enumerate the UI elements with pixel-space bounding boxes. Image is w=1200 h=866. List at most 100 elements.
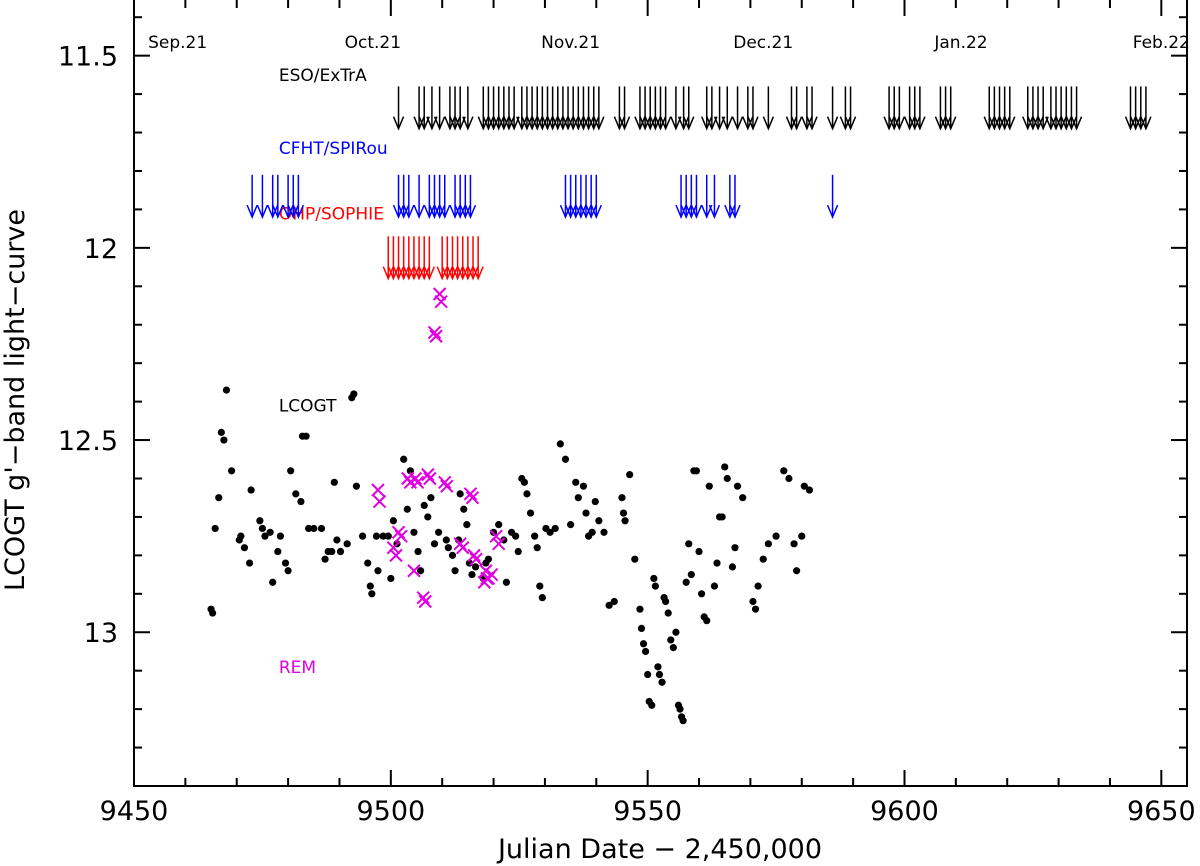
lcogt-point xyxy=(448,551,457,559)
arrow-marker xyxy=(272,174,284,220)
arrow-marker xyxy=(546,86,559,131)
lcogt-point xyxy=(713,559,721,567)
arrow-marker xyxy=(1140,86,1152,131)
lcogt-point xyxy=(664,609,672,617)
lcogt-point xyxy=(662,597,670,606)
lcogt-point xyxy=(420,501,428,509)
lcogt-point xyxy=(424,513,432,521)
arrow-marker xyxy=(590,174,602,220)
rem-point xyxy=(434,294,448,309)
lcogt-point xyxy=(317,524,326,533)
data-marks xyxy=(207,86,1152,725)
rem-point xyxy=(372,494,387,509)
arrow-marker xyxy=(498,86,510,131)
lcogt-point xyxy=(302,432,310,440)
x-axis-label: Julian Date − 2,450,000 xyxy=(496,834,822,865)
arrow-marker xyxy=(287,174,299,220)
arrow-marker xyxy=(639,86,651,131)
arrow-marker xyxy=(423,174,436,220)
lcogt-point xyxy=(723,474,731,483)
lcogt-point xyxy=(651,582,659,590)
lcogt-point xyxy=(695,547,703,556)
lcogt-point xyxy=(793,567,801,575)
arrow-marker xyxy=(572,86,585,131)
arrow-marker xyxy=(536,86,549,131)
arrow-marker xyxy=(1022,86,1034,131)
lcogt-point xyxy=(471,563,480,571)
arrow-marker xyxy=(613,86,626,131)
arrow-marker xyxy=(659,86,672,131)
arrow-marker xyxy=(593,86,605,131)
arrow-marker xyxy=(418,236,430,281)
arrow-marker xyxy=(531,86,543,131)
arrow-marker xyxy=(747,86,759,131)
lcogt-point xyxy=(274,547,282,556)
arrow-marker xyxy=(436,236,448,281)
lcogt-point xyxy=(406,467,414,475)
lcogt-point xyxy=(284,567,292,575)
arrow-marker xyxy=(413,86,425,131)
lcogt-point xyxy=(330,478,338,486)
arrow-marker xyxy=(462,86,474,131)
arrow-marker xyxy=(1055,86,1067,131)
lcogt-point xyxy=(456,490,464,498)
lcogt-point xyxy=(430,540,439,548)
arrow-marker xyxy=(998,86,1011,131)
arrow-marker xyxy=(914,86,926,131)
lcogt-point xyxy=(328,547,336,556)
arrow-marker xyxy=(888,86,900,131)
lcogt-point xyxy=(639,640,648,648)
lcogt-point xyxy=(523,490,531,498)
lcogt-point xyxy=(644,670,652,679)
arrow-marker xyxy=(467,236,479,281)
lcogt-point xyxy=(676,705,684,713)
arrow-marker xyxy=(1060,86,1072,131)
lcogt-point xyxy=(366,582,374,590)
lcogt-point xyxy=(258,524,267,533)
lcogt-point xyxy=(600,528,608,536)
arrow-marker xyxy=(634,86,646,131)
lcogt-point xyxy=(637,624,646,633)
arrow-marker xyxy=(392,236,405,281)
rem-point xyxy=(438,475,452,490)
arrow-marker xyxy=(487,86,500,131)
lcogt-point xyxy=(669,644,677,652)
arrow-marker xyxy=(582,86,595,131)
lcogt-point xyxy=(749,597,757,606)
arrow-marker xyxy=(454,86,466,131)
lcogt-point xyxy=(266,528,274,536)
lcogt-point xyxy=(343,540,351,548)
arrow-marker xyxy=(552,86,564,131)
lcogt-point xyxy=(526,509,535,517)
lcogt-point xyxy=(621,517,629,525)
arrow-marker xyxy=(397,174,410,220)
lcogt-point xyxy=(703,617,711,625)
lcogt-point xyxy=(631,555,639,563)
arrow-marker xyxy=(521,86,533,131)
lcogt-point xyxy=(574,494,582,502)
arrow-marker xyxy=(256,174,269,220)
rem-point xyxy=(491,537,506,551)
lcogt-point xyxy=(292,490,300,498)
lcogt-point xyxy=(798,532,806,540)
plot-frame xyxy=(133,0,1188,787)
arrow-marker xyxy=(785,86,798,131)
lcogt-point xyxy=(400,455,408,463)
arrow-marker xyxy=(408,236,420,281)
annotation-label: LCOGT xyxy=(279,396,337,416)
arrow-marker xyxy=(844,86,857,131)
arrow-marker xyxy=(1070,86,1083,131)
arrow-marker xyxy=(909,86,921,131)
lcogt-point xyxy=(463,521,471,529)
x-tick-label: 9500 xyxy=(356,796,425,827)
lcogt-point xyxy=(679,717,687,725)
arrow-marker xyxy=(433,174,446,220)
lcogt-point xyxy=(685,540,693,548)
arrow-marker xyxy=(690,174,703,220)
arrow-marker xyxy=(462,236,474,281)
arrow-marker xyxy=(939,86,952,131)
lcogt-point xyxy=(731,544,739,552)
y-tick-label: 13 xyxy=(84,618,118,649)
rem-point xyxy=(394,529,408,543)
